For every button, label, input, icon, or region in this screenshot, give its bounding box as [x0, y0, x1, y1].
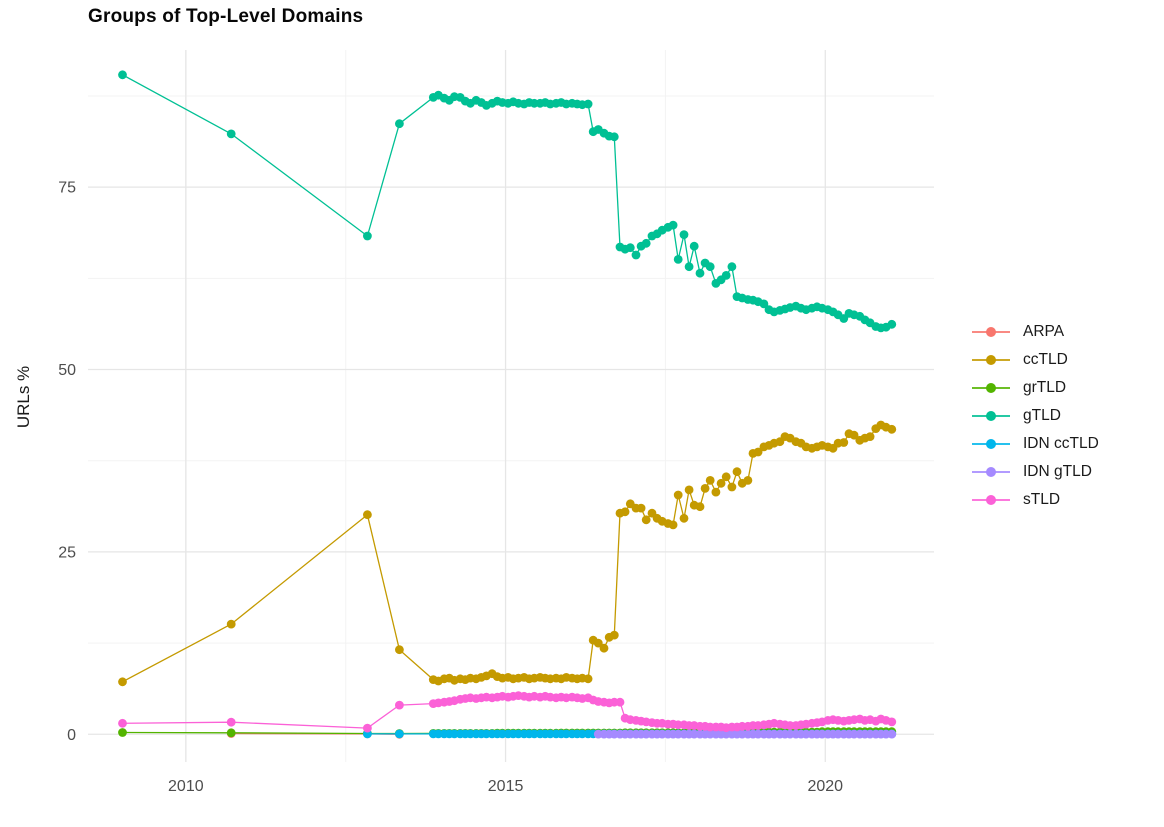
legend-key-icon — [972, 434, 1010, 454]
point-gtld — [118, 70, 127, 80]
point-gtld — [689, 241, 699, 251]
point-cctld — [727, 482, 737, 492]
series-idn-gtld — [593, 729, 897, 739]
legend-label: gTLD — [1023, 407, 1061, 424]
point-stld — [615, 697, 625, 707]
point-gtld — [721, 271, 731, 280]
point-gtld — [609, 132, 619, 142]
point-gtld — [583, 99, 593, 109]
point-stld — [363, 723, 372, 733]
point-stld — [118, 718, 127, 728]
point-cctld — [695, 502, 705, 512]
point-cctld — [887, 424, 897, 434]
gridlines-major — [88, 50, 934, 762]
point-cctld — [599, 643, 609, 653]
legend: ARPA ccTLD grTLD gTLD IDN ccTLD IDN gTLD sTLD — [972, 322, 1099, 510]
point-cctld — [673, 490, 683, 500]
legend-label: sTLD — [1023, 491, 1061, 508]
point-stld — [395, 700, 404, 710]
point-cctld — [865, 432, 875, 441]
point-stld — [887, 717, 897, 727]
point-gtld — [641, 238, 651, 248]
legend-key-icon — [972, 378, 1010, 398]
point-cctld — [732, 467, 742, 477]
point-gtld — [887, 319, 897, 329]
point-cctld — [609, 630, 619, 640]
legend-item-gtld: gTLD — [972, 406, 1099, 426]
legend-key-icon — [972, 350, 1010, 370]
point-grtld — [118, 728, 127, 737]
point-cctld — [700, 484, 710, 493]
legend-item-grtld: grTLD — [972, 378, 1099, 398]
legend-item-cctld: ccTLD — [972, 350, 1099, 370]
gridlines-minor — [88, 50, 934, 762]
point-cctld — [716, 478, 726, 488]
point-cctld — [705, 476, 715, 485]
legend-label: grTLD — [1023, 379, 1067, 396]
point-cctld — [363, 510, 372, 520]
point-idn-cctld — [395, 729, 404, 739]
legend-item-stld: sTLD — [972, 490, 1099, 510]
point-gtld — [727, 262, 737, 272]
chart-title: Groups of Top-Level Domains — [88, 6, 364, 27]
point-grtld — [226, 728, 236, 738]
point-cctld — [753, 447, 763, 457]
point-gtld — [625, 243, 635, 253]
legend-item-idn-cctld: IDN ccTLD — [972, 434, 1099, 454]
point-cctld — [620, 507, 630, 517]
legend-label: IDN ccTLD — [1023, 435, 1099, 452]
y-tick-label: 0 — [67, 727, 76, 744]
point-cctld — [711, 487, 721, 497]
point-cctld — [226, 619, 236, 629]
point-gtld — [684, 262, 694, 272]
point-gtld — [679, 230, 689, 240]
point-cctld — [593, 638, 603, 648]
point-stld — [226, 717, 236, 727]
legend-label: IDN gTLD — [1023, 463, 1092, 480]
point-cctld — [721, 472, 731, 482]
point-cctld — [641, 515, 651, 525]
legend-label: ARPA — [1023, 323, 1065, 340]
point-gtld — [668, 220, 678, 230]
point-idn-gtld — [887, 729, 897, 739]
legend-item-arpa: ARPA — [972, 322, 1099, 342]
point-gtld — [759, 299, 769, 309]
point-gtld — [673, 255, 683, 264]
point-cctld — [743, 476, 753, 485]
legend-key-icon — [972, 490, 1010, 510]
legend-label: ccTLD — [1023, 351, 1068, 368]
point-cctld — [679, 513, 689, 523]
series-cctld — [118, 420, 897, 687]
point-gtld — [395, 119, 404, 129]
point-gtld — [695, 268, 705, 278]
point-cctld — [668, 520, 678, 530]
x-tick-label: 2020 — [807, 778, 843, 795]
point-cctld — [118, 677, 127, 687]
series-stld — [118, 691, 897, 733]
point-cctld — [839, 438, 849, 447]
series-gtld — [118, 70, 897, 333]
legend-key-icon — [972, 462, 1010, 482]
legend-key-icon — [972, 322, 1010, 342]
point-gtld — [705, 262, 715, 272]
point-cctld — [684, 485, 694, 495]
legend-key-icon — [972, 406, 1010, 426]
point-cctld — [636, 503, 646, 513]
point-gtld — [363, 231, 372, 241]
point-gtld — [226, 129, 236, 139]
axis-tick-labels: 2010 2015 2020 0 25 50 75 — [58, 180, 843, 795]
point-cctld — [583, 674, 593, 684]
y-tick-label: 75 — [58, 180, 76, 197]
y-tick-label: 25 — [58, 544, 76, 561]
x-tick-label: 2015 — [488, 778, 524, 795]
y-tick-label: 50 — [58, 362, 76, 379]
legend-item-idn-gtld: IDN gTLD — [972, 462, 1099, 482]
x-tick-label: 2010 — [168, 778, 204, 795]
point-cctld — [395, 645, 404, 655]
point-gtld — [631, 250, 641, 260]
point-cctld — [849, 430, 859, 440]
